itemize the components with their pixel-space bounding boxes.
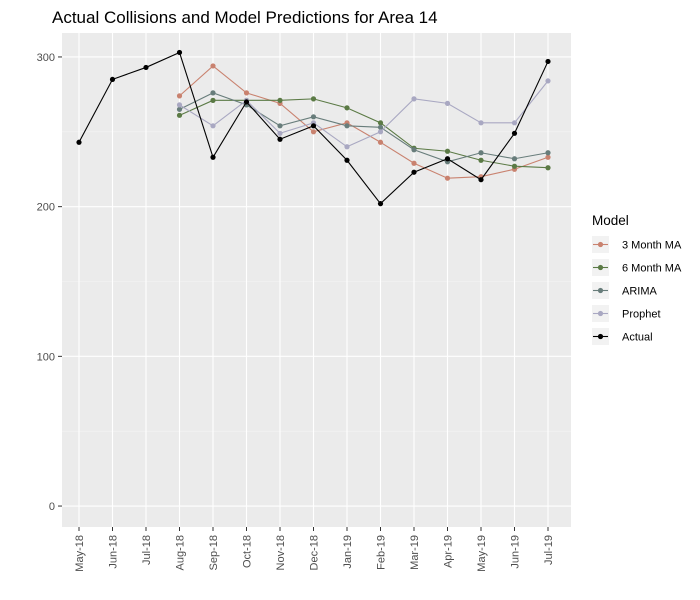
data-point (310, 114, 317, 120)
x-tick-label: Aug-18 (175, 535, 187, 570)
data-point (176, 112, 183, 118)
legend-key-point (597, 241, 604, 248)
legend-key-point (597, 310, 604, 317)
data-point (143, 64, 149, 71)
x-tick-label: May-18 (74, 535, 86, 572)
data-point (545, 154, 551, 160)
y-tick-label: 0 (49, 501, 55, 513)
data-point (377, 124, 384, 130)
legend-label: 6 Month MA (622, 263, 682, 275)
data-point (478, 150, 484, 156)
y-tick-label: 200 (37, 202, 55, 214)
legend-label: Prophet (622, 309, 661, 321)
x-tick-label: Jan-19 (342, 535, 354, 569)
data-point (344, 157, 350, 163)
legend-label: ARIMA (622, 286, 658, 298)
data-point (411, 147, 417, 153)
x-tick-label: Jul-19 (543, 535, 555, 565)
data-point (444, 175, 451, 181)
data-point (176, 102, 183, 108)
data-point (344, 123, 350, 129)
data-point (277, 123, 283, 129)
x-tick-label: Feb-19 (376, 535, 388, 570)
y-tick-label: 300 (37, 52, 55, 64)
data-point (310, 123, 317, 129)
data-point (310, 129, 317, 135)
data-point (344, 144, 350, 150)
series-line-2 (179, 92, 549, 163)
data-point (243, 90, 250, 96)
data-point (411, 160, 417, 166)
data-point (210, 123, 216, 129)
x-tick-label: Oct-18 (242, 535, 254, 568)
data-point (210, 90, 216, 96)
x-tick-label: Jun-19 (510, 535, 522, 569)
data-point (511, 156, 518, 162)
data-point (478, 120, 484, 126)
legend-title: Model (592, 213, 629, 228)
x-tick-label: Apr-19 (443, 535, 455, 568)
x-tick-label: Mar-19 (409, 535, 421, 570)
y-tick-label: 100 (37, 351, 55, 363)
legend-label: 3 Month MA (622, 240, 682, 252)
data-point (411, 96, 417, 102)
data-point (176, 106, 183, 112)
legend-label: Actual (622, 332, 653, 344)
data-point (478, 177, 484, 183)
data-point (210, 154, 216, 160)
data-point (344, 105, 350, 111)
data-point (109, 76, 116, 83)
data-point (444, 100, 451, 106)
data-point (277, 130, 283, 136)
series-line-0 (179, 65, 549, 179)
data-point (277, 97, 283, 103)
series-line-3 (179, 80, 549, 148)
legend-key-point (597, 333, 604, 340)
data-point (377, 139, 384, 145)
data-point (545, 165, 551, 171)
data-point (176, 93, 183, 99)
legend-key-point (597, 264, 604, 271)
data-point (511, 120, 518, 126)
chart-title: Actual Collisions and Model Predictions … (52, 8, 438, 27)
data-point (478, 157, 484, 163)
data-point (511, 130, 518, 136)
data-point (545, 78, 551, 84)
data-point (210, 63, 216, 69)
data-point (377, 201, 384, 207)
data-point (411, 169, 417, 175)
series-line-1 (179, 98, 549, 169)
data-point (176, 49, 183, 56)
x-tick-label: Sep-18 (208, 535, 220, 570)
data-point (277, 136, 283, 142)
data-point (377, 120, 384, 126)
legend-key-point (597, 287, 604, 294)
plot-panel (62, 33, 571, 527)
data-point (444, 156, 451, 162)
x-tick-label: May-19 (476, 535, 488, 572)
data-point (76, 139, 82, 145)
data-point (444, 148, 451, 154)
x-tick-label: Dec-18 (309, 535, 321, 570)
data-point (210, 97, 216, 103)
data-point (545, 58, 551, 65)
x-tick-label: Jul-18 (141, 535, 153, 565)
x-tick-label: Nov-18 (275, 535, 287, 570)
data-point (243, 99, 250, 105)
data-point (310, 96, 317, 102)
data-point (545, 150, 551, 156)
data-point (511, 163, 518, 169)
x-tick-label: Jun-18 (108, 535, 120, 569)
data-point (377, 129, 384, 135)
